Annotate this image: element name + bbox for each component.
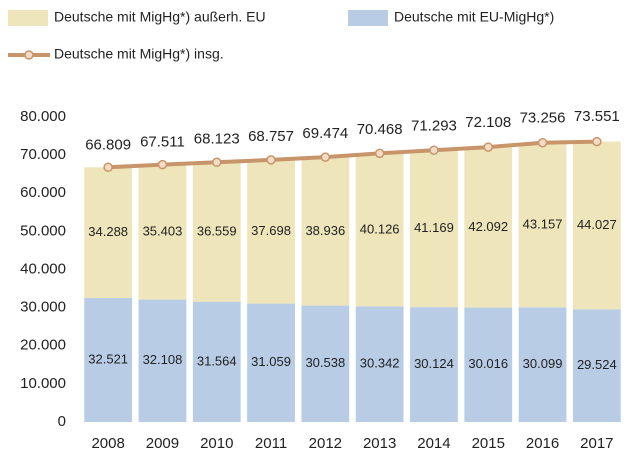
bar [572,309,621,422]
y-tick-label: 30.000 [20,299,66,316]
legend-swatch [8,10,48,26]
bar [192,162,241,302]
data-label: 30.124 [414,356,454,371]
data-label: 30.538 [305,355,345,370]
y-tick-label: 60.000 [20,184,66,201]
line-marker [592,136,602,147]
data-label: 30.342 [360,356,400,371]
bar [518,307,567,422]
bar [355,153,404,307]
y-tick-label: 10.000 [20,375,66,392]
data-label: 66.809 [85,136,131,153]
line-marker [429,145,439,155]
data-label: 30.016 [468,356,508,371]
data-label: 68.757 [248,128,294,145]
data-label: 69.474 [302,125,348,142]
bar [301,305,350,422]
x-tick-label: 2008 [91,435,124,452]
line-marker [537,137,548,148]
bar [410,307,458,422]
legend-label: Deutsche mit EU-MigHg*) [394,9,554,25]
x-tick-label: 2016 [526,435,559,452]
y-tick-label: 50.000 [20,222,66,239]
data-label: 40.126 [360,221,400,236]
line-marker [266,155,276,165]
data-label: 31.059 [251,354,291,369]
line-marker [483,142,493,152]
data-label: 43.157 [523,216,563,231]
x-tick-label: 2011 [255,435,287,452]
line-marker [320,152,331,162]
x-tick-label: 2013 [363,435,396,452]
data-label: 34.288 [88,224,128,239]
data-label: 38.936 [305,223,345,238]
y-tick-label: 80.000 [20,108,66,125]
line-marker [157,159,168,170]
bar [518,142,567,308]
data-label: 73.551 [574,108,620,125]
data-label: 73.256 [520,109,566,126]
bar [247,159,295,304]
data-label: 42.092 [468,219,508,234]
bar [464,147,513,308]
legend-swatch [348,10,388,26]
line-marker [212,157,222,168]
data-label: 44.027 [577,217,617,232]
line [108,139,597,170]
legend-label: Deutsche mit MigHg*) außerh. EU [54,9,266,25]
bar [84,298,133,422]
data-label: 35.403 [143,224,183,239]
x-tick-label: 2009 [146,435,179,452]
data-label: 71.293 [411,117,457,134]
data-label: 32.521 [88,351,128,366]
y-tick-label: 70.000 [20,146,66,163]
bar [138,299,187,422]
bar [247,303,295,422]
line-marker [103,162,113,173]
bar [410,150,458,308]
legend-label: Deutsche mit MigHg*) insg. [54,46,224,62]
y-tick-label: 20.000 [20,337,66,354]
bar [192,301,241,422]
bar [301,157,350,306]
data-label: 67.511 [140,133,185,150]
data-label: 37.698 [251,223,291,238]
y-tick-label: 40.000 [20,260,66,277]
x-tick-label: 2010 [200,435,233,452]
bar [572,141,621,310]
bar [138,164,187,300]
x-tick-label: 2015 [472,435,505,452]
data-label: 32.108 [143,352,183,367]
legend-marker [24,50,34,60]
bar [464,307,513,422]
bar [355,306,404,422]
data-label: 36.559 [197,223,237,238]
data-label: 29.524 [577,357,617,372]
data-label: 30.099 [523,356,563,371]
data-label: 41.169 [414,220,454,235]
data-label: 31.564 [197,353,237,368]
bar [84,167,133,299]
y-tick-label: 0 [58,413,66,430]
data-label: 68.123 [194,131,240,148]
line-marker [374,148,385,159]
data-label: 72.108 [465,114,511,131]
data-label: 70.468 [357,121,403,138]
x-tick-label: 2012 [309,435,342,452]
x-tick-label: 2017 [580,435,613,452]
x-tick-label: 2014 [417,435,450,452]
